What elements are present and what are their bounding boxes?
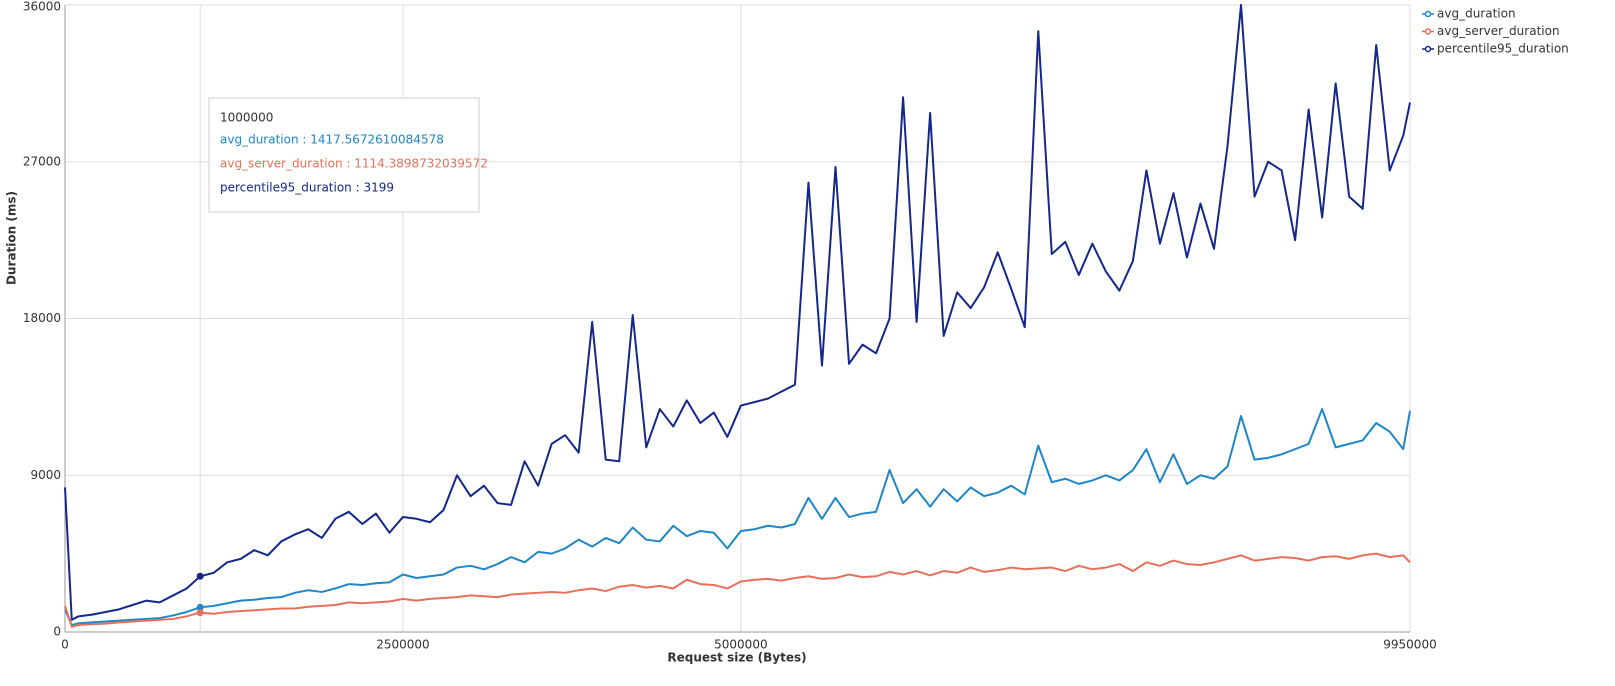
legend-label: percentile95_duration [1437,42,1569,56]
tooltip-line: avg_server_duration : 1114.3898732039572 [220,157,488,171]
hover-point [196,609,204,617]
series-line [64,552,1411,628]
y-axis-title: Duration (ms) [5,191,19,285]
y-tick-label: 18000 [23,311,61,325]
x-tick-label: 2500000 [376,638,429,652]
series-line [64,4,1411,621]
x-axis-title: Request size (Bytes) [667,651,806,665]
y-tick-label: 27000 [23,154,61,168]
x-tick-label: 5000000 [714,638,767,652]
legend-label: avg_duration [1437,7,1516,21]
tooltip-line: avg_duration : 1417.5672610084578 [220,133,444,147]
tooltip-line: percentile95_duration : 3199 [220,181,394,195]
legend-label: avg_server_duration [1437,24,1560,38]
hover-point [196,572,204,580]
y-tick-label: 9000 [30,468,61,482]
y-tick-label: 0 [53,625,61,639]
y-tick-label: 36000 [23,0,61,14]
legend-marker [1424,10,1432,18]
tooltip-title: 1000000 [220,111,273,125]
series-line [64,408,1411,627]
x-tick-label: 0 [61,638,69,652]
x-tick-label: 9950000 [1383,638,1436,652]
tooltip-box [208,97,480,213]
legend-marker [1424,45,1432,53]
legend-marker [1424,28,1432,35]
hover-point [196,603,204,611]
